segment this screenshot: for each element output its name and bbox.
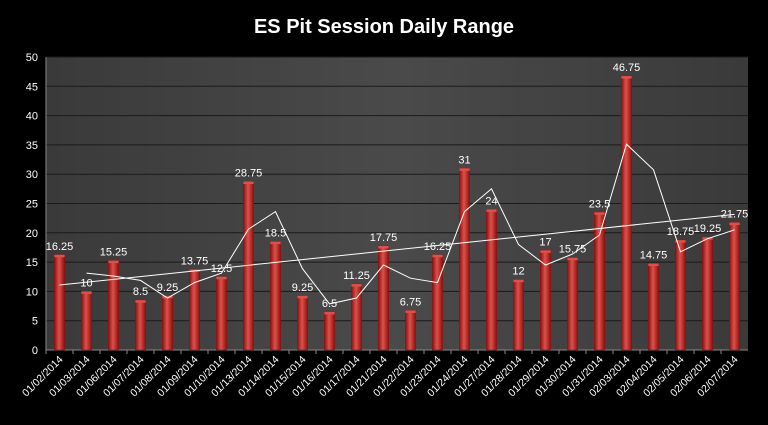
data-label: 18.75 — [667, 226, 695, 238]
bar — [702, 236, 713, 351]
bar-top-cap — [540, 250, 551, 253]
bar-top-cap — [513, 279, 524, 283]
data-label: 8.5 — [133, 286, 148, 298]
data-label: 13.75 — [181, 255, 209, 267]
data-label: 28.75 — [235, 168, 263, 180]
data-label: 16.25 — [46, 241, 74, 253]
bar — [567, 257, 578, 351]
data-label: 17 — [539, 236, 551, 248]
bar-top-cap — [567, 257, 578, 261]
bar-top-cap — [648, 263, 659, 267]
bar — [54, 254, 65, 351]
data-label: 16.25 — [424, 241, 452, 253]
bar — [108, 260, 119, 351]
data-label: 11.25 — [343, 270, 370, 282]
data-label: 24 — [485, 195, 497, 207]
chart-title: ES Pit Session Daily Range — [254, 16, 514, 38]
bar-top-cap — [54, 254, 65, 258]
data-label: 14.75 — [640, 250, 668, 262]
bar — [378, 245, 389, 351]
y-tick-label: 50 — [26, 52, 38, 64]
y-tick-label: 20 — [26, 228, 38, 240]
bar — [513, 279, 524, 351]
y-tick-label: 25 — [26, 199, 38, 211]
y-tick-label: 10 — [26, 286, 38, 298]
data-label: 18.5 — [265, 228, 286, 240]
bar-top-cap — [486, 209, 497, 212]
bar — [324, 311, 335, 351]
y-tick-label: 35 — [26, 140, 38, 152]
bar-top-cap — [243, 181, 254, 185]
bar — [270, 241, 281, 351]
y-tick-label: 30 — [26, 169, 38, 181]
bar-top-cap — [675, 240, 686, 243]
data-label: 10 — [80, 277, 92, 289]
data-label: 19.25 — [694, 223, 722, 235]
y-tick-label: 40 — [26, 111, 38, 123]
y-tick-label: 0 — [32, 345, 38, 357]
bar — [432, 254, 443, 351]
bar-top-cap — [162, 295, 173, 299]
bar-top-cap — [324, 311, 335, 315]
bar — [594, 212, 605, 351]
bar — [81, 291, 92, 351]
bar-top-cap — [351, 284, 362, 287]
bar-top-cap — [108, 260, 119, 264]
data-label: 9.25 — [157, 282, 178, 294]
bar — [162, 295, 173, 351]
bar — [405, 310, 416, 351]
data-label: 6.75 — [400, 296, 421, 308]
y-tick-label: 45 — [26, 81, 38, 93]
bar-top-cap — [459, 168, 470, 171]
data-label: 9.25 — [292, 282, 313, 294]
bar-top-cap — [621, 76, 632, 79]
bar — [216, 276, 227, 351]
y-tick-label: 15 — [26, 257, 38, 269]
data-label: 17.75 — [370, 232, 398, 244]
bar — [297, 295, 308, 351]
y-tick-label: 5 — [32, 316, 38, 328]
data-label: 12 — [512, 266, 524, 278]
data-label: 23.5 — [589, 198, 610, 210]
bar-top-cap — [297, 295, 308, 299]
bar-top-cap — [135, 300, 146, 303]
bar-top-cap — [81, 291, 92, 294]
bar-top-cap — [378, 245, 389, 249]
bar — [621, 75, 632, 351]
bar-top-cap — [405, 310, 416, 313]
bar-top-cap — [270, 241, 281, 245]
bar-top-cap — [432, 254, 443, 258]
data-label: 15.75 — [559, 244, 587, 256]
bar — [648, 263, 659, 351]
data-label: 12.5 — [211, 263, 232, 275]
bar — [486, 209, 497, 351]
bar-top-cap — [729, 222, 740, 226]
moving-average-line — [86, 143, 735, 305]
bar — [135, 299, 146, 351]
data-label: 31 — [458, 154, 470, 166]
data-label: 15.25 — [100, 247, 128, 259]
data-label: 6.5 — [322, 298, 337, 310]
bar — [729, 222, 740, 351]
bar-top-cap — [594, 212, 605, 215]
bar — [675, 239, 686, 351]
bar — [459, 168, 470, 351]
bar-top-cap — [216, 276, 227, 280]
trendline — [59, 213, 735, 286]
data-label: 21.75 — [721, 209, 749, 221]
plot-area: 0510152025303540455001/02/201401/03/2014… — [20, 52, 748, 399]
data-label: 46.75 — [613, 62, 641, 74]
